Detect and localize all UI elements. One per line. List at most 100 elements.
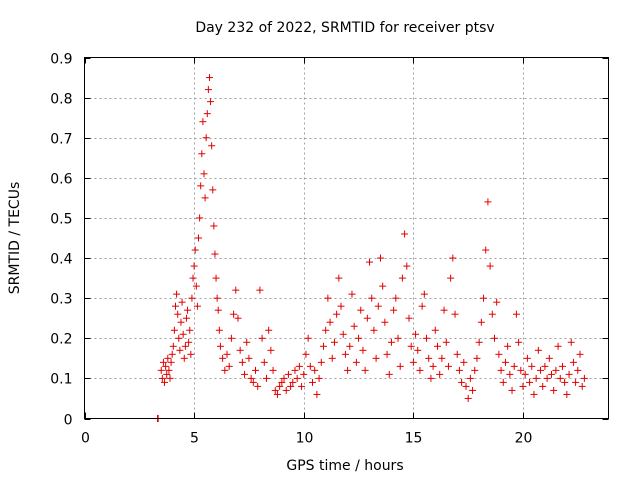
data-point — [326, 318, 334, 326]
data-point — [519, 382, 527, 390]
data-point — [387, 338, 395, 346]
data-point — [278, 378, 286, 386]
data-point — [451, 310, 459, 318]
data-point — [260, 358, 268, 366]
data-point — [497, 366, 505, 374]
data-point — [168, 350, 176, 358]
data-point — [379, 282, 387, 290]
data-point — [173, 290, 181, 298]
data-point — [341, 350, 349, 358]
data-point — [504, 342, 512, 350]
x-tick-label: 10 — [296, 431, 314, 447]
data-point — [189, 274, 197, 282]
data-point — [245, 354, 253, 362]
data-point — [469, 386, 477, 394]
data-point — [185, 338, 193, 346]
data-point — [346, 342, 354, 350]
data-point — [490, 334, 498, 342]
data-point — [179, 330, 187, 338]
data-point — [178, 298, 186, 306]
data-point — [210, 222, 218, 230]
data-point — [425, 354, 433, 362]
data-point — [398, 274, 406, 282]
data-point — [207, 98, 215, 106]
data-point — [412, 330, 420, 338]
data-point — [423, 334, 431, 342]
x-axis-label: GPS time / hours — [286, 458, 403, 474]
data-point — [561, 378, 569, 386]
data-point — [319, 342, 327, 350]
data-point — [565, 370, 573, 378]
data-point — [484, 198, 492, 206]
data-point — [225, 362, 233, 370]
y-tick-label: 0.1 — [50, 372, 72, 388]
data-point — [532, 374, 540, 382]
data-point — [193, 302, 201, 310]
axis-ticks: 0 0.1 0.2 0.3 0.4 0.5 0.6 0.7 0.8 0.9 0 5 10 15 20 — [50, 52, 609, 447]
data-point — [429, 362, 437, 370]
data-point — [298, 382, 306, 390]
data-point — [512, 310, 520, 318]
data-point — [209, 186, 217, 194]
data-point — [403, 262, 411, 270]
data-point — [177, 318, 185, 326]
data-point — [176, 346, 184, 354]
data-point — [477, 318, 485, 326]
data-point — [236, 346, 244, 354]
data-point — [317, 358, 325, 366]
y-tick-label: 0.8 — [50, 92, 72, 108]
data-point — [196, 214, 204, 222]
gridlines — [84, 57, 609, 419]
data-point — [291, 366, 299, 374]
data-point — [243, 338, 251, 346]
data-point — [202, 134, 210, 142]
data-point — [539, 382, 547, 390]
y-axis-label: SRMTID / TECUs — [7, 182, 23, 295]
data-point — [333, 310, 341, 318]
data-point — [350, 322, 358, 330]
data-point — [348, 290, 356, 298]
data-point — [157, 366, 165, 374]
data-point — [328, 354, 336, 362]
data-point — [458, 378, 466, 386]
data-point — [480, 294, 488, 302]
data-point — [440, 306, 448, 314]
data-point — [241, 370, 249, 378]
data-point — [537, 366, 545, 374]
data-point — [337, 302, 345, 310]
data-point — [162, 362, 170, 370]
data-point — [252, 366, 260, 374]
data-point — [550, 386, 558, 394]
data-point — [271, 386, 279, 394]
data-point — [289, 378, 297, 386]
data-point — [161, 378, 169, 386]
data-point — [212, 274, 220, 282]
data-point — [223, 350, 231, 358]
data-point — [530, 390, 538, 398]
data-point — [517, 366, 525, 374]
data-point — [313, 390, 321, 398]
data-point — [159, 358, 167, 366]
data-point — [488, 310, 496, 318]
data-point — [166, 374, 174, 382]
y-tick-label: 0.4 — [50, 252, 72, 268]
data-point — [230, 310, 238, 318]
data-point — [486, 262, 494, 270]
data-point — [363, 314, 371, 322]
data-point — [287, 382, 295, 390]
data-point — [201, 194, 209, 202]
data-point — [433, 342, 441, 350]
y-tick-label: 0.5 — [50, 212, 72, 228]
data-point — [526, 378, 534, 386]
y-tick-label: 0.7 — [50, 132, 72, 148]
x-tick-label: 15 — [405, 431, 423, 447]
data-point — [238, 358, 246, 366]
y-tick-label: 0.6 — [50, 172, 72, 188]
data-point — [335, 274, 343, 282]
data-point — [495, 350, 503, 358]
data-point — [280, 374, 288, 382]
data-point — [171, 302, 179, 310]
data-point — [453, 350, 461, 358]
data-point — [567, 338, 575, 346]
data-point — [203, 110, 211, 118]
